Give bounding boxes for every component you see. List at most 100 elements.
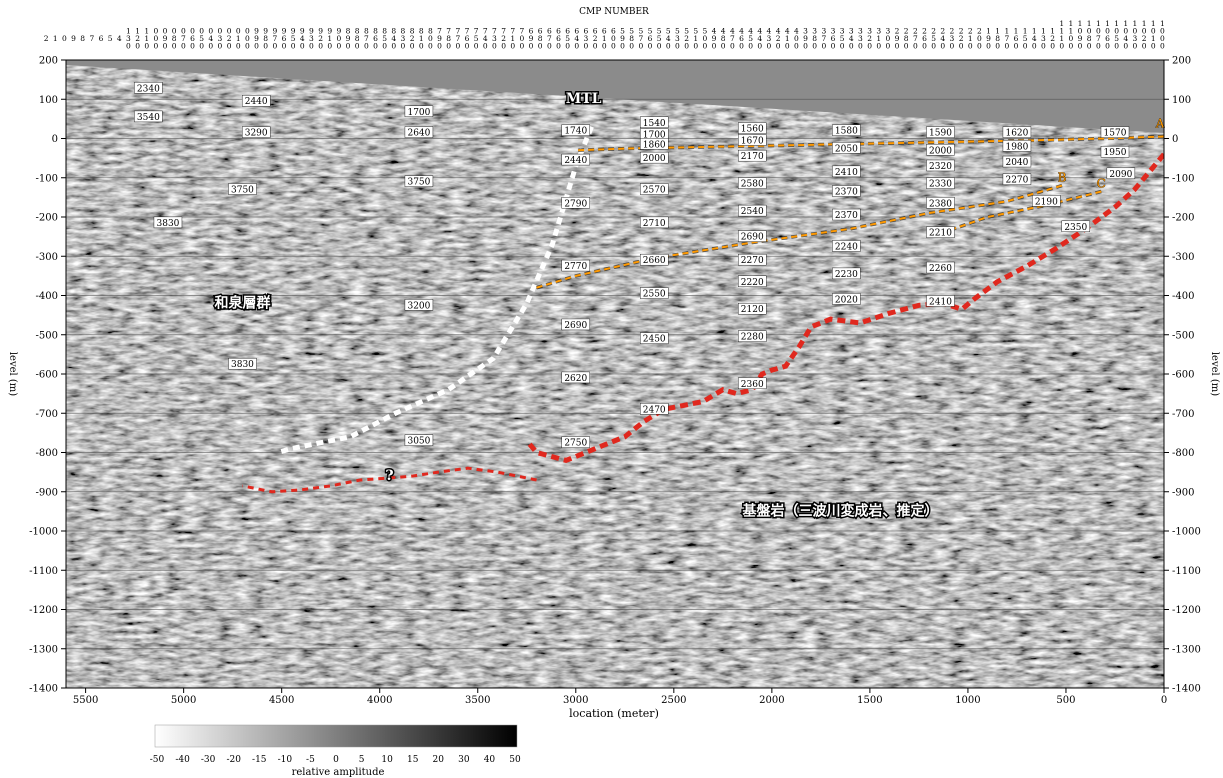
velocity-label: 3290 (245, 129, 268, 139)
velocity-label: 2690 (564, 321, 587, 331)
y-tick-label: -1000 (1172, 527, 1201, 538)
y-tick-label: -100 (1172, 173, 1194, 184)
velocity-label: 2370 (835, 187, 858, 197)
velocity-label-box (738, 134, 767, 146)
velocity-label: 2690 (741, 233, 764, 243)
velocity-label: 2550 (643, 290, 666, 300)
velocity-label: 2410 (929, 297, 952, 307)
velocity-label: 2270 (1005, 176, 1028, 186)
velocity-label-box (738, 204, 767, 217)
velocity-label-box (561, 153, 590, 166)
cmp-number-header: 1111111111111110000000000099999999998888… (44, 19, 1165, 51)
velocity-label-box (832, 267, 861, 280)
velocity-label: 2580 (741, 180, 764, 190)
velocity-label-box (738, 253, 767, 266)
velocity-label-box (404, 175, 434, 187)
velocity-label: 2220 (741, 278, 764, 288)
basement-top-line (242, 466, 537, 494)
x-tick-label: 2000 (759, 695, 784, 706)
velocity-label-box (738, 377, 767, 390)
y-tick-label: -1300 (1172, 644, 1201, 655)
velocity-label-box (832, 185, 861, 197)
velocity-label-box (134, 82, 163, 94)
y-axis-label-right: level (m) (1209, 352, 1220, 396)
colorbar-ticks: -50 -40 -30 -20 -15 -10 -5 0 5 10 15 20 30 40 50 (150, 755, 521, 765)
velocity-label-box (640, 216, 669, 229)
y-axis-left: 200 100 0 -100 -200 -300 -400 -500 -600 -700 -800 -… (29, 56, 66, 695)
velocity-label-box (640, 138, 669, 150)
velocity-label: 2230 (835, 270, 858, 280)
velocity-label-box (640, 287, 669, 299)
y-tick-label: -900 (36, 487, 58, 498)
velocity-label: 1670 (741, 136, 764, 146)
colorbar-tick-label: 30 (458, 755, 470, 765)
velocity-label: 1620 (1005, 129, 1028, 139)
colorbar-tick-label: -20 (226, 755, 241, 765)
velocity-label-box (926, 226, 955, 238)
colorbar-tick-label: -15 (252, 755, 267, 765)
colorbar-tick-label: -40 (175, 755, 190, 765)
y-tick-label: -600 (1172, 370, 1194, 381)
velocity-label: 2640 (407, 129, 430, 139)
velocity-label-box (640, 403, 669, 415)
velocity-label-box (1100, 126, 1130, 138)
x-tick-label: 2500 (661, 695, 686, 706)
velocity-label: 2360 (741, 380, 764, 390)
velocity-label-box (926, 261, 955, 274)
cmp-digit-row: 2109876543210987654321098765432109876543… (44, 34, 1165, 43)
horizon-label: C (1097, 177, 1106, 191)
colorbar-label: relative amplitude (292, 767, 385, 778)
velocity-label-box (404, 434, 434, 446)
y-tick-label: -1300 (29, 644, 58, 655)
y-tick-label: -200 (1172, 213, 1194, 224)
velocity-label: 1950 (1104, 148, 1127, 158)
velocity-label: 2570 (643, 186, 666, 196)
velocity-label: 3540 (137, 113, 160, 123)
velocity-label: 2270 (741, 256, 764, 266)
y-tick-label: -300 (1172, 252, 1194, 263)
velocity-label-box (640, 151, 669, 164)
velocity-label: 2770 (564, 262, 587, 272)
velocity-label: 2470 (643, 405, 666, 415)
basement-top-line (524, 152, 1164, 464)
x-axis: 5500 5000 4500 4000 3500 3000 2500 2000 1500 1000… (73, 688, 1167, 706)
colorbar-tick-label: -5 (306, 755, 315, 765)
velocity-label: 2710 (643, 219, 666, 229)
x-tick-label: 500 (1056, 695, 1075, 706)
velocity-label-box (926, 144, 955, 156)
chart-title: CMP NUMBER (579, 7, 649, 17)
velocity-label: 2790 (564, 199, 587, 209)
velocity-label-box (134, 110, 163, 123)
air-zone (66, 60, 1164, 133)
velocity-label-box (640, 183, 669, 195)
y-axis-label-left: level (m) (7, 352, 18, 396)
y-tick-label: -1200 (1172, 605, 1201, 616)
velocity-label-box (926, 159, 955, 172)
velocity-label: 2280 (741, 333, 764, 343)
y-tick-label: -1200 (29, 605, 58, 616)
x-tick-label: 0 (1161, 695, 1167, 706)
velocity-label: 3830 (157, 219, 180, 229)
y-tick-label: 200 (39, 56, 58, 67)
colorbar: -50 -40 -30 -20 -15 -10 -5 0 5 10 15 20 30 40 50 relat… (150, 724, 521, 778)
velocity-label: 2000 (643, 154, 666, 164)
y-tick-label: -500 (1172, 330, 1194, 341)
velocity-label-box (1002, 126, 1032, 138)
annotation-label: ? (385, 468, 393, 484)
plot-area: 2340 3540 2440 3290 1700 2640 3750 3750 3830 3200… (65, 59, 1165, 689)
velocity-label-box (561, 436, 590, 448)
y-tick-label: 0 (1172, 134, 1178, 145)
y-tick-label: -500 (36, 330, 58, 341)
velocity-label: 2450 (643, 335, 666, 345)
velocity-label: 1590 (929, 129, 952, 139)
velocity-label-box (832, 142, 861, 154)
velocity-label-box (926, 295, 955, 307)
y-tick-label: -1100 (1172, 566, 1201, 577)
y-tick-label: -600 (36, 370, 58, 381)
velocity-label-box (832, 165, 861, 178)
colorbar-tick-label: 20 (433, 755, 445, 765)
x-tick-label: 4500 (269, 695, 294, 706)
velocity-label-box (228, 357, 257, 370)
